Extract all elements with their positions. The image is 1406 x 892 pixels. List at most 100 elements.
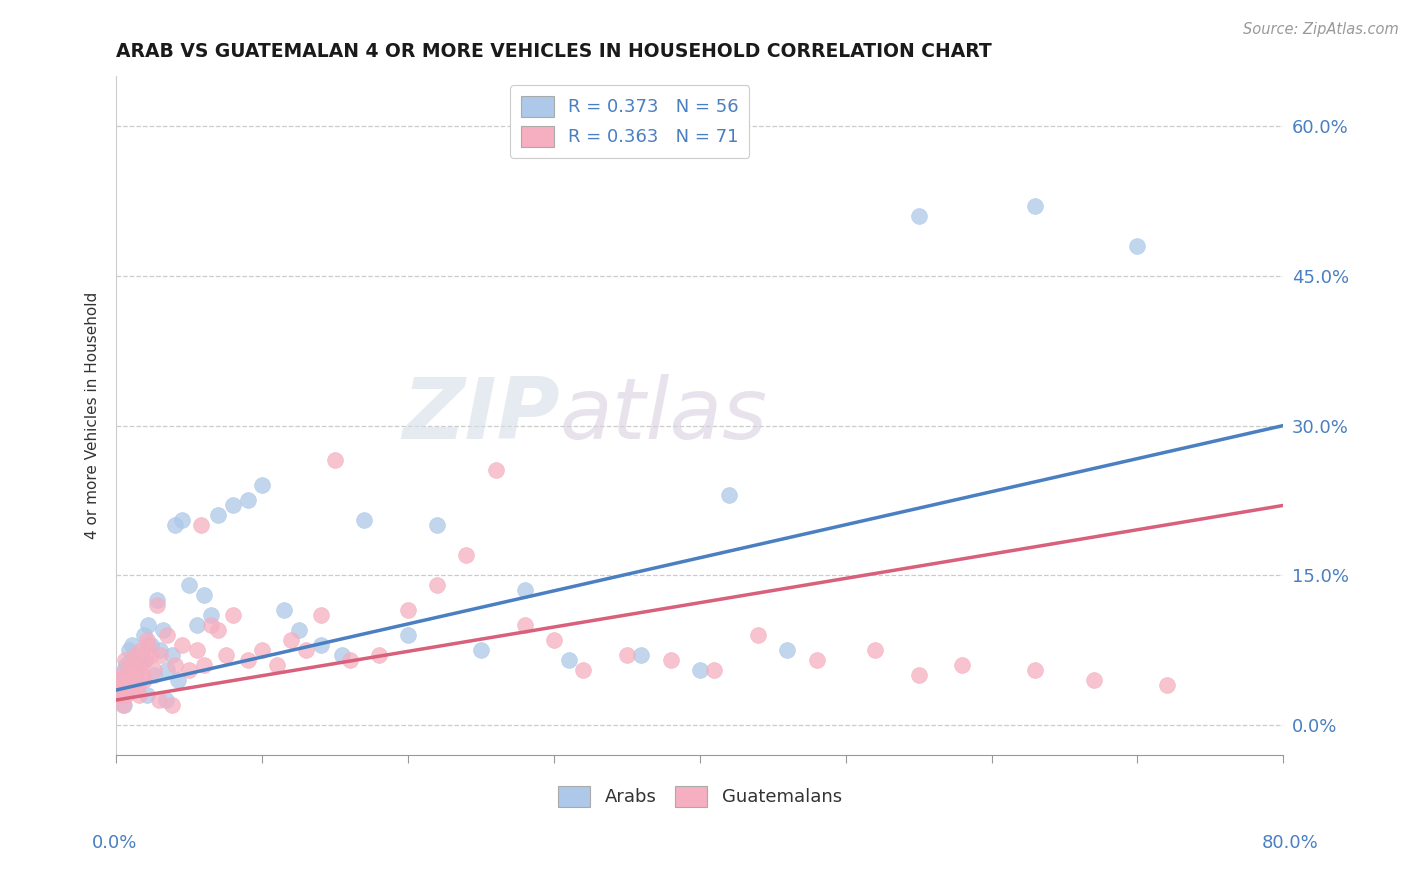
Point [1156,678,1178,692]
Legend: Arabs, Guatemalans: Arabs, Guatemalans [551,779,849,814]
Text: 0.0%: 0.0% [91,834,136,852]
Point [179,578,201,592]
Point [121,683,143,698]
Point [689,663,711,677]
Point [132,673,155,687]
Point [134,653,156,667]
Point [135,688,157,702]
Point [122,663,145,677]
Point [907,209,929,223]
Point [107,683,129,698]
Point [125,663,148,677]
Point [295,643,318,657]
Point [128,688,150,702]
Point [156,663,179,677]
Point [332,648,354,662]
Point [426,518,449,533]
Point [110,688,132,702]
Point [121,638,143,652]
Point [484,463,506,477]
Point [215,648,238,662]
Point [250,478,273,492]
Point [138,638,160,652]
Point [179,663,201,677]
Point [952,658,974,673]
Text: ARAB VS GUATEMALAN 4 OR MORE VEHICLES IN HOUSEHOLD CORRELATION CHART: ARAB VS GUATEMALAN 4 OR MORE VEHICLES IN… [117,42,993,61]
Point [1024,199,1046,213]
Point [309,638,332,652]
Point [703,663,725,677]
Point [127,678,149,692]
Point [146,598,169,612]
Point [146,593,169,607]
Point [127,658,149,673]
Point [117,668,139,682]
Point [156,628,179,642]
Point [717,488,740,502]
Point [108,673,131,687]
Point [122,673,145,687]
Point [186,643,208,657]
Point [112,678,135,692]
Point [149,648,172,662]
Point [543,633,565,648]
Point [170,513,193,527]
Point [131,668,153,682]
Point [513,618,536,632]
Point [120,653,142,667]
Point [134,653,156,667]
Point [111,698,134,712]
Point [129,643,152,657]
Point [907,668,929,682]
Y-axis label: 4 or more Vehicles in Household: 4 or more Vehicles in Household [86,292,100,539]
Point [124,648,146,662]
Point [273,603,295,617]
Point [190,518,212,533]
Point [129,648,152,662]
Point [155,693,177,707]
Point [128,658,150,673]
Point [353,513,375,527]
Point [115,658,138,673]
Point [163,518,186,533]
Point [125,673,148,687]
Point [118,643,141,657]
Point [111,683,134,698]
Point [120,658,142,673]
Point [659,653,682,667]
Point [118,678,141,692]
Point [236,653,259,667]
Point [114,678,136,692]
Point [1126,239,1149,253]
Point [207,508,229,523]
Point [470,643,492,657]
Point [112,663,135,677]
Text: Source: ZipAtlas.com: Source: ZipAtlas.com [1243,22,1399,37]
Point [236,493,259,508]
Point [222,608,245,623]
Point [456,549,478,563]
Point [112,698,135,712]
Point [396,628,419,642]
Point [143,668,166,682]
Point [513,583,536,598]
Point [141,638,163,652]
Point [135,633,157,648]
Text: 80.0%: 80.0% [1263,834,1319,852]
Point [222,499,245,513]
Point [108,678,131,692]
Point [557,653,579,667]
Point [148,693,170,707]
Point [266,658,288,673]
Point [367,648,389,662]
Point [114,653,136,667]
Point [572,663,595,677]
Point [806,653,828,667]
Point [616,648,638,662]
Point [200,618,222,632]
Point [111,668,134,682]
Point [114,688,136,702]
Point [339,653,361,667]
Point [747,628,769,642]
Point [309,608,332,623]
